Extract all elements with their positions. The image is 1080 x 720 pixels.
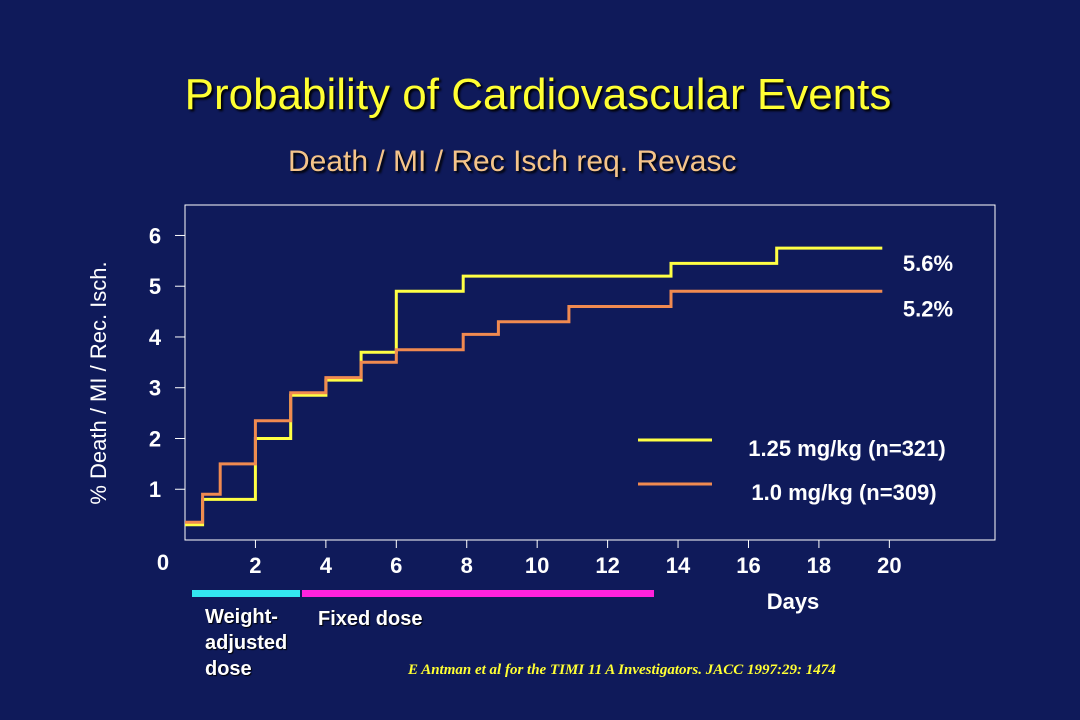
- y-tick-label: 6: [149, 223, 161, 248]
- y-tick-label: 5: [149, 274, 161, 299]
- y-tick-label: 4: [149, 325, 162, 350]
- x-tick-label: 10: [525, 553, 549, 578]
- dose-label-weight-adjusted: Weight-adjusted dose: [205, 604, 287, 682]
- x-tick-label: 6: [390, 553, 402, 578]
- legend-label-2: 1.0 mg/kg (n=309): [751, 480, 936, 505]
- series-line-2: [185, 289, 883, 524]
- dose-period-bar-2: [302, 590, 654, 597]
- chart-subtitle: Death / MI / Rec Isch req. Revasc: [288, 145, 737, 178]
- dose-label-line: Weight-: [205, 606, 278, 628]
- x-tick-label: 4: [320, 553, 333, 578]
- chart-title: Probability of Cardiovascular Events: [184, 70, 892, 119]
- x-tick-label: 12: [595, 553, 619, 578]
- y-axis-label: % Death / MI / Rec. Isch.: [86, 261, 111, 504]
- x-tick-label: 20: [877, 553, 901, 578]
- dose-label-line: Fixed dose: [318, 608, 423, 630]
- dose-label-fixed-dose: Fixed dose: [318, 606, 422, 632]
- dose-label-line: adjusted: [205, 632, 288, 654]
- dose-period-bar-1: [192, 590, 300, 597]
- x-tick-label: 16: [736, 553, 760, 578]
- series-end-label-1: 5.6%: [903, 251, 953, 276]
- plot-frame: [184, 204, 996, 541]
- x-axis-label: Days: [767, 589, 820, 614]
- y-tick-label: 1: [149, 477, 161, 502]
- origin-label: 0: [157, 550, 169, 575]
- x-tick-label: 8: [461, 553, 473, 578]
- x-tick-label: 18: [807, 553, 831, 578]
- x-tick-label: 14: [666, 553, 691, 578]
- x-tick-label: 2: [249, 553, 261, 578]
- y-tick-label: 2: [149, 426, 161, 451]
- series-end-label-2: 5.2%: [903, 296, 953, 321]
- citation: E Antman et al for the TIMI 11 A Investi…: [408, 662, 836, 678]
- dose-label-line: dose: [205, 658, 252, 680]
- y-tick-label: 3: [149, 376, 161, 401]
- legend-label-1: 1.25 mg/kg (n=321): [748, 436, 945, 461]
